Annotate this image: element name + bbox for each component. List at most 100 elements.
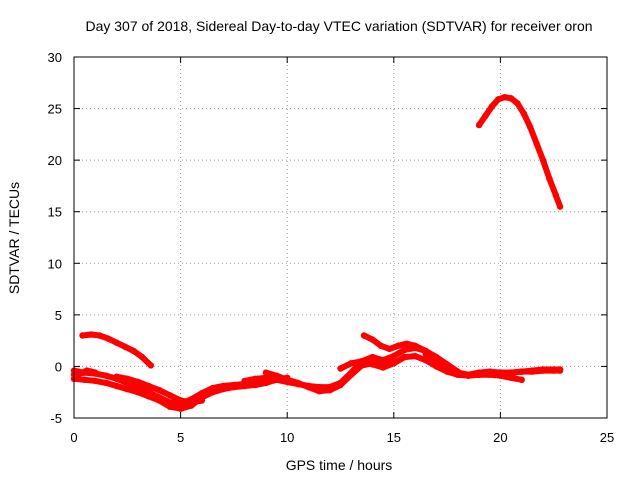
data-point (252, 375, 259, 382)
data-point (411, 342, 419, 349)
data-point (556, 366, 564, 373)
data-point (316, 383, 323, 391)
data-point (220, 385, 227, 393)
data-point (177, 405, 184, 412)
data-point (262, 374, 270, 381)
data-point (550, 366, 557, 373)
x-axis-label: GPS time / hours (286, 457, 393, 473)
data-point (403, 340, 410, 347)
data-point (539, 366, 547, 373)
data-point (122, 343, 129, 350)
y-axis-label: SDTVAR / TECUs (6, 182, 22, 294)
data-point (529, 367, 536, 374)
data-point (390, 360, 397, 367)
data-point (124, 375, 131, 382)
x-tick-label: 0 (70, 430, 77, 445)
data-point (113, 339, 120, 346)
x-tick-label: 20 (493, 430, 507, 445)
data-point (198, 397, 206, 404)
data-point (443, 364, 451, 371)
data-point (166, 392, 174, 399)
data-point (241, 377, 248, 385)
data-point (337, 365, 344, 372)
data-point (465, 371, 472, 378)
data-point (124, 385, 131, 393)
data-point (518, 376, 525, 383)
data-point (188, 399, 195, 406)
data-point (379, 357, 387, 364)
data-point (401, 346, 408, 354)
x-tick-label: 10 (280, 430, 294, 445)
data-point (422, 350, 429, 358)
series-line-track-4 (79, 331, 154, 369)
y-tick-label: 30 (48, 50, 62, 65)
data-point (507, 95, 515, 102)
data-point (390, 352, 397, 360)
data-point (230, 383, 238, 391)
data-point (360, 332, 368, 339)
data-point (92, 369, 99, 376)
data-point (546, 175, 553, 182)
data-point (401, 353, 408, 361)
y-tick-label: 5 (55, 308, 62, 323)
y-tick-label: 25 (48, 102, 62, 117)
data-point (145, 393, 152, 400)
data-point (139, 353, 146, 361)
x-tick-label: 15 (387, 430, 401, 445)
data-point (539, 156, 547, 164)
series-layer (70, 94, 564, 412)
data-point (369, 361, 376, 368)
data-point (177, 397, 184, 404)
data-point (166, 403, 174, 410)
data-point (130, 347, 137, 355)
data-point (514, 100, 521, 107)
data-point (369, 336, 376, 343)
data-point (377, 342, 385, 349)
data-point (102, 379, 110, 387)
data-point (482, 112, 489, 120)
chart-title: Day 307 of 2018, Sidereal Day-to-day VTE… (85, 18, 592, 34)
y-tick-label: 0 (55, 359, 62, 374)
data-point (252, 381, 259, 389)
data-point (475, 369, 483, 376)
data-point (209, 389, 216, 396)
ticks: 0 5 10 15 20 25 -5 0 5 10 15 20 25 30 (48, 50, 615, 445)
data-point (533, 140, 540, 147)
y-tick-label: 10 (48, 256, 62, 271)
data-point (454, 369, 461, 376)
data-point (488, 103, 496, 110)
data-point (552, 192, 559, 199)
data-point (507, 374, 515, 381)
data-point (527, 123, 534, 131)
data-point (501, 94, 508, 101)
data-point (102, 372, 110, 379)
data-point (379, 364, 387, 371)
data-point (262, 379, 270, 387)
data-point (92, 377, 99, 385)
data-point (348, 360, 355, 367)
data-point (273, 376, 280, 383)
data-point (520, 110, 528, 117)
data-point (386, 345, 393, 353)
data-point (326, 383, 333, 391)
x-tick-label: 5 (177, 430, 184, 445)
data-point (518, 368, 525, 375)
data-point (486, 368, 493, 375)
data-point (337, 379, 344, 387)
data-point (104, 335, 112, 342)
series-line-track-11 (476, 94, 564, 210)
data-point (81, 376, 88, 383)
data-point (358, 358, 365, 365)
data-point (156, 387, 163, 394)
data-point (241, 382, 248, 390)
data-point (294, 380, 302, 388)
data-point (134, 378, 142, 386)
data-point (394, 342, 402, 349)
data-point (411, 352, 419, 360)
data-point (305, 382, 312, 390)
data-point (475, 121, 483, 129)
data-point (147, 362, 154, 369)
plot-frame (73, 56, 608, 419)
data-point (79, 332, 86, 339)
